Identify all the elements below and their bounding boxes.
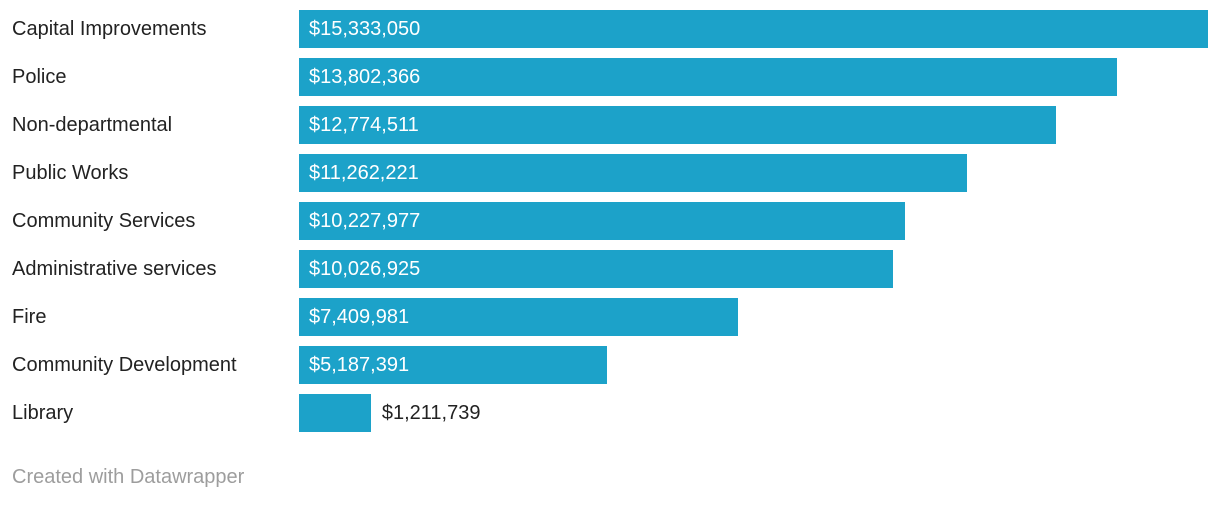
bar: $12,774,511 <box>299 106 1057 144</box>
bar-chart: Capital Improvements $15,333,050 Police $13… <box>0 10 1220 432</box>
value-label: $13,802,366 <box>309 65 421 88</box>
bar <box>299 394 371 432</box>
bar-row: Capital Improvements $15,333,050 <box>0 10 1220 48</box>
value-label: $12,774,511 <box>309 113 419 136</box>
value-label: $10,026,925 <box>309 257 421 280</box>
bar-track: $1,211,739 <box>299 394 1208 432</box>
bar-row: Administrative services $10,026,925 <box>0 250 1220 288</box>
category-label: Police <box>12 65 67 88</box>
value-label: $15,333,050 <box>309 17 421 40</box>
bar: $5,187,391 <box>299 346 607 384</box>
bar-row: Community Development $5,187,391 <box>0 346 1220 384</box>
bar-track: $10,026,925 <box>299 250 1208 288</box>
bar-row: Non-departmental $12,774,511 <box>0 106 1220 144</box>
bar-track: $10,227,977 <box>299 202 1208 240</box>
bar: $7,409,981 <box>299 298 739 336</box>
bar: $15,333,050 <box>299 10 1208 48</box>
category-label: Library <box>12 401 74 424</box>
bar: $10,227,977 <box>299 202 906 240</box>
value-label: $7,409,981 <box>309 305 410 328</box>
bar-track: $13,802,366 <box>299 58 1208 96</box>
bar-row: Police $13,802,366 <box>0 58 1220 96</box>
category-label: Fire <box>12 305 47 328</box>
category-label: Administrative services <box>12 257 217 280</box>
bar-row: Fire $7,409,981 <box>0 298 1220 336</box>
bar-row: Library $1,211,739 <box>0 394 1220 432</box>
bar-track: $12,774,511 <box>299 106 1208 144</box>
chart-footer: Created with Datawrapper <box>12 466 1220 489</box>
category-label: Public Works <box>12 161 129 184</box>
category-label: Non-departmental <box>12 113 173 136</box>
value-label: $5,187,391 <box>309 353 410 376</box>
value-label: $10,227,977 <box>309 209 421 232</box>
category-label: Community Development <box>12 353 237 376</box>
category-label: Community Services <box>12 209 196 232</box>
bar: $10,026,925 <box>299 250 894 288</box>
datawrapper-credit-link[interactable]: Created with Datawrapper <box>12 466 245 488</box>
bar-track: $15,333,050 <box>299 10 1208 48</box>
value-label: $11,262,221 <box>309 161 419 184</box>
bar-row: Community Services $10,227,977 <box>0 202 1220 240</box>
bar: $11,262,221 <box>299 154 967 192</box>
bar-track: $5,187,391 <box>299 346 1208 384</box>
bar-track: $7,409,981 <box>299 298 1208 336</box>
value-label: $1,211,739 <box>381 401 481 424</box>
bar-row: Public Works $11,262,221 <box>0 154 1220 192</box>
category-label: Capital Improvements <box>12 17 207 40</box>
bar-track: $11,262,221 <box>299 154 1208 192</box>
bar: $13,802,366 <box>299 58 1118 96</box>
